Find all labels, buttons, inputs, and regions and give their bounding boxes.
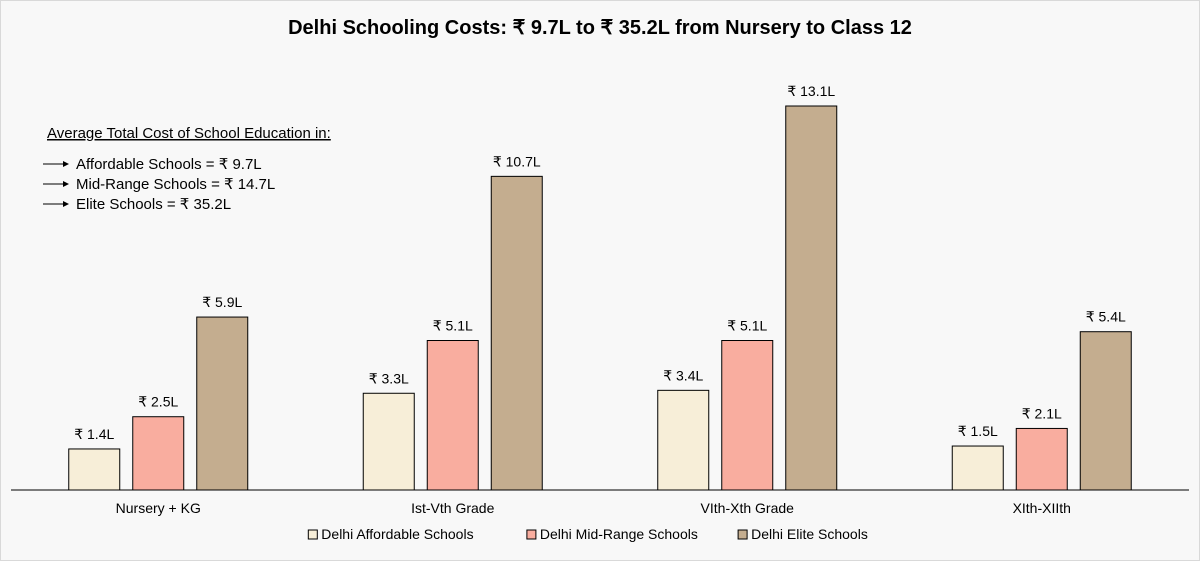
data-label: ₹ 13.1L [787, 83, 835, 99]
x-tick-label: Nursery + KG [116, 500, 201, 516]
data-label: ₹ 3.3L [369, 370, 409, 386]
x-tick-label: Ist-Vth Grade [411, 500, 494, 516]
data-label: ₹ 3.4L [663, 367, 703, 383]
annotation-lines: Affordable Schools = ₹ 9.7L Mid-Range Sch… [43, 156, 275, 213]
bar [657, 389, 710, 491]
legend-label: Delhi Mid-Range Schools [540, 526, 698, 542]
annotation-line: Affordable Schools = ₹ 9.7L [76, 156, 262, 173]
bars-group [68, 105, 1132, 491]
chart-title: Delhi Schooling Costs: ₹ 9.7L to ₹ 35.2L… [288, 17, 912, 39]
data-label: ₹ 10.7L [493, 153, 541, 169]
arrowhead-icon [63, 181, 69, 187]
data-label: ₹ 2.5L [138, 394, 178, 410]
data-label: ₹ 5.9L [202, 294, 242, 310]
legend-swatch [737, 529, 748, 540]
annotation-box: Average Total Cost of School Education i… [43, 125, 331, 213]
x-tick-label: XIth-XIIth [1013, 500, 1071, 516]
legend-label: Delhi Affordable Schools [321, 526, 473, 542]
data-label: ₹ 5.4L [1086, 309, 1126, 325]
bar [426, 340, 479, 491]
bar [196, 316, 249, 491]
arrowhead-icon [63, 201, 69, 207]
data-label: ₹ 1.5L [958, 423, 998, 439]
bar [785, 105, 838, 491]
bar [490, 175, 543, 491]
bar [132, 416, 185, 491]
legend-swatch [307, 529, 318, 540]
x-tick-label: VIth-Xth Grade [701, 500, 795, 516]
data-label: ₹ 1.4L [74, 426, 114, 442]
data-labels-group: ₹ 1.4L ₹ 2.5L ₹ 5.9L ₹ 3.3L ₹ 5.1L ₹ 10.7L ₹ 3… [74, 83, 1126, 442]
bar [362, 392, 415, 491]
annotation-heading: Average Total Cost of School Education i… [47, 125, 331, 142]
bar [1015, 427, 1068, 491]
data-label: ₹ 5.1L [727, 318, 767, 334]
annotation-line: Mid-Range Schools = ₹ 14.7L [76, 176, 275, 193]
arrowhead-icon [63, 161, 69, 167]
x-tick-labels-group: Nursery + KG Ist-Vth Grade VIth-Xth Grade X… [116, 500, 1071, 516]
data-label: ₹ 2.1L [1022, 405, 1062, 421]
legend-swatch [526, 529, 537, 540]
bar [1079, 331, 1132, 491]
legend: Delhi Affordable Schools Delhi Mid-Range … [307, 526, 868, 542]
bar [721, 340, 774, 491]
legend-label: Delhi Elite Schools [751, 526, 868, 542]
bar [68, 448, 121, 491]
bar [951, 445, 1004, 491]
data-label: ₹ 5.1L [433, 318, 473, 334]
annotation-line: Elite Schools = ₹ 35.2L [76, 196, 231, 213]
